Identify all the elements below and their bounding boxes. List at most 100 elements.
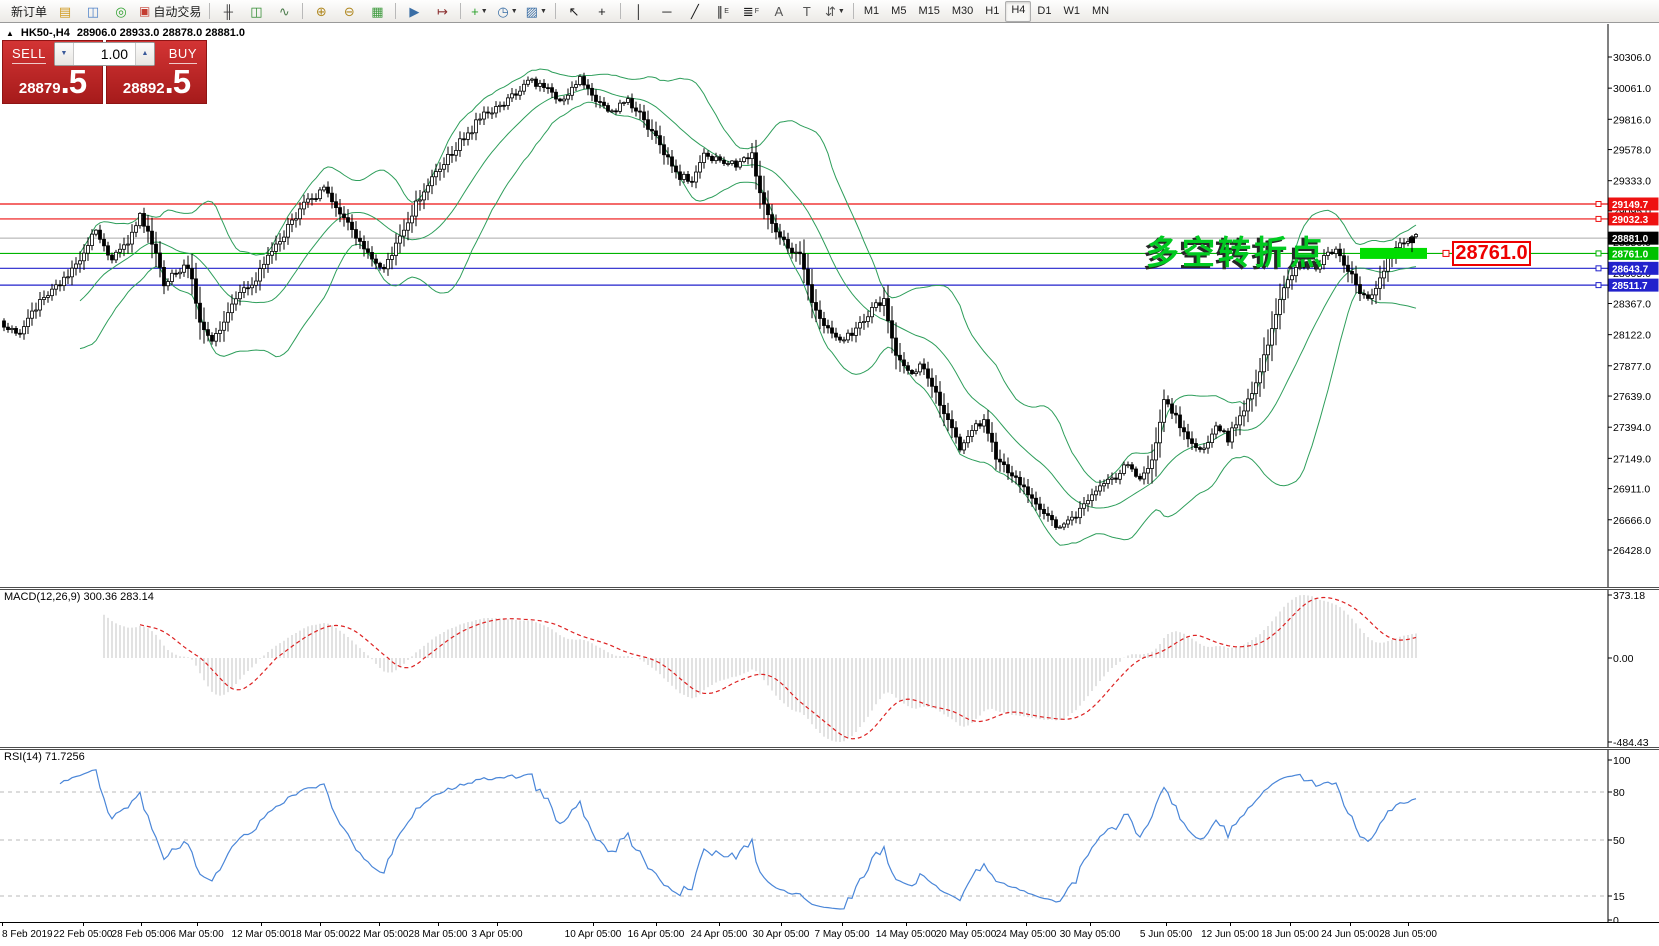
time-axis-label: 28 Feb 05:00: [111, 929, 171, 940]
candlestick-chart-icon[interactable]: ◫: [242, 2, 270, 21]
timeframe-d1[interactable]: D1: [1037, 4, 1052, 17]
auto-scroll-icon[interactable]: ▶: [400, 2, 428, 21]
svg-text:29333.0: 29333.0: [1613, 176, 1651, 188]
symbol-ohlc: 28906.0 28933.0 28878.0 28881.0: [76, 27, 246, 39]
callout-anchor-handle[interactable]: [1442, 249, 1450, 257]
fibonacci-icon[interactable]: ≣ F: [742, 3, 759, 19]
volume-decrease-button[interactable]: ▼: [55, 43, 74, 65]
buy-price-main: 28892: [122, 80, 165, 97]
timeframe-m1[interactable]: M1: [863, 4, 880, 17]
time-axis-label: 12 Mar 05:00: [231, 929, 291, 940]
equidistant-channel-icon[interactable]: ∥ E: [716, 3, 729, 19]
text-label-icon[interactable]: T: [793, 2, 821, 21]
svg-text:29032.3: 29032.3: [1612, 215, 1649, 226]
profiles-icon[interactable]: ◫: [79, 2, 107, 21]
svg-text:15: 15: [1613, 891, 1625, 903]
cursor-icon: ↖: [568, 3, 580, 19]
templates-icon[interactable]: ▨ ▼: [525, 3, 547, 19]
candlestick-chart-icon: ◫: [250, 3, 263, 19]
collapse-icon[interactable]: ▲: [6, 28, 14, 38]
main-chart[interactable]: 30306.030061.029816.029578.029333.029095…: [0, 24, 1659, 587]
time-tick: [906, 923, 907, 926]
sell-price: 28879.5: [3, 63, 102, 101]
svg-text:28881.0: 28881.0: [1612, 234, 1649, 245]
text-icon[interactable]: A: [765, 2, 793, 21]
panel-splitter-2[interactable]: [0, 747, 1659, 750]
svg-text:373.18: 373.18: [1613, 590, 1645, 602]
line-handle[interactable]: [1595, 215, 1602, 222]
auto-trading-button[interactable]: ▣ 自动交易: [135, 2, 205, 21]
new-order-button[interactable]: 新订单: [4, 2, 51, 21]
chart-shift-icon[interactable]: ↦: [428, 2, 456, 21]
time-axis-label: 24 Apr 05:00: [690, 929, 748, 940]
sell-price-main: 28879: [18, 80, 61, 97]
time-tick: [593, 923, 594, 926]
price-axis[interactable]: 30306.030061.029816.029578.029333.029095…: [1607, 24, 1651, 587]
vertical-line-icon[interactable]: │: [625, 2, 653, 21]
panel-splitter-1[interactable]: [0, 587, 1659, 590]
volume-input[interactable]: 1.00: [100, 46, 128, 62]
line-chart-icon[interactable]: ∿: [270, 2, 298, 21]
bull-bear-turning-point-annotation[interactable]: 多空转折点: [1146, 234, 1326, 271]
line-handle[interactable]: [1595, 265, 1602, 272]
time-axis-label: 28 Jun 05:00: [1379, 929, 1437, 940]
svg-text:0.00: 0.00: [1613, 653, 1634, 665]
macd-signal-line: [139, 596, 1417, 740]
time-tick: [1166, 923, 1167, 926]
horizontal-line-icon: ─: [662, 3, 672, 19]
profiles-icon: ◫: [86, 3, 100, 19]
price-callout-28761[interactable]: 28761.0: [1452, 241, 1531, 266]
chart-shift-icon: ↦: [436, 3, 448, 19]
tile-windows-icon[interactable]: ▦: [363, 2, 391, 21]
price-tag-29032: 29032.3: [1608, 212, 1659, 226]
zoom-in-icon[interactable]: ⊕: [307, 2, 335, 21]
highlight-box[interactable]: [1360, 247, 1427, 259]
timeframe-m5[interactable]: M5: [891, 4, 907, 17]
arrows-icon: ⇵: [824, 3, 836, 19]
notifications-icon[interactable]: ◎: [107, 2, 135, 21]
zoom-out-icon[interactable]: ⊖: [335, 2, 363, 21]
auto-scroll-icon: ▶: [409, 3, 420, 19]
timeframe-h4[interactable]: H4: [1005, 0, 1032, 22]
rsi-panel[interactable]: 100 80 50 15 0: [0, 750, 1659, 922]
time-tick: [656, 923, 657, 926]
chart-history-icon[interactable]: ▤: [51, 2, 79, 21]
timeframe-m30[interactable]: M30: [951, 4, 974, 17]
bar-chart-icon[interactable]: ╫: [214, 2, 242, 21]
volume-increase-button[interactable]: ▲: [135, 43, 154, 65]
arrow-object[interactable]: [1409, 237, 1415, 253]
time-tick: [197, 923, 198, 926]
line-handle[interactable]: [1595, 282, 1602, 289]
buy-price-frac: .5: [164, 63, 192, 100]
arrows-icon[interactable]: ⇵ ▼: [824, 3, 845, 19]
rsi-levels: [0, 791, 1608, 897]
cursor-icon[interactable]: ↖: [560, 2, 588, 21]
indicators-icon[interactable]: + ▼: [471, 3, 488, 19]
crosshair-icon[interactable]: +: [588, 2, 616, 21]
rsi-axis[interactable]: 100 80 50 15 0: [1607, 750, 1631, 922]
macd-panel[interactable]: 373.18 0.00 -484.43: [0, 590, 1659, 747]
trendline-icon[interactable]: ╱: [681, 2, 709, 21]
time-axis-label: 20 May 05:00: [935, 929, 997, 940]
periods-icon[interactable]: ◷ ▼: [497, 3, 518, 19]
text-label-icon: T: [802, 3, 811, 19]
line-handle[interactable]: [1595, 250, 1602, 257]
timeframe-w1[interactable]: W1: [1063, 4, 1080, 17]
horizontal-line-icon[interactable]: ─: [653, 2, 681, 21]
current-price-tag: 28881.0: [1608, 231, 1659, 245]
symbol-header[interactable]: ▲ HK50-,H4 28906.0 28933.0 28878.0 28881…: [6, 27, 245, 39]
time-axis[interactable]: 8 Feb 2019 22 Feb 05:00 28 Feb 05:00 6 Mar …: [0, 922, 1659, 946]
svg-text:50: 50: [1613, 835, 1625, 847]
time-axis-label: 12 Jun 05:00: [1201, 929, 1259, 940]
macd-axis[interactable]: 373.18 0.00 -484.43: [1607, 590, 1649, 747]
line-handle[interactable]: [1595, 201, 1602, 208]
timeframe-m15[interactable]: M15: [918, 4, 940, 17]
time-axis-label: 28 Mar 05:00: [408, 929, 468, 940]
time-tick: [261, 923, 262, 926]
text-icon: A: [774, 3, 784, 19]
price-tag-28511: 28511.7: [1608, 278, 1659, 292]
svg-text:30306.0: 30306.0: [1613, 52, 1651, 64]
timeframe-mn[interactable]: MN: [1091, 4, 1110, 17]
time-axis-label: 8 Feb 2019: [2, 929, 53, 940]
timeframe-h1[interactable]: H1: [985, 4, 1000, 17]
